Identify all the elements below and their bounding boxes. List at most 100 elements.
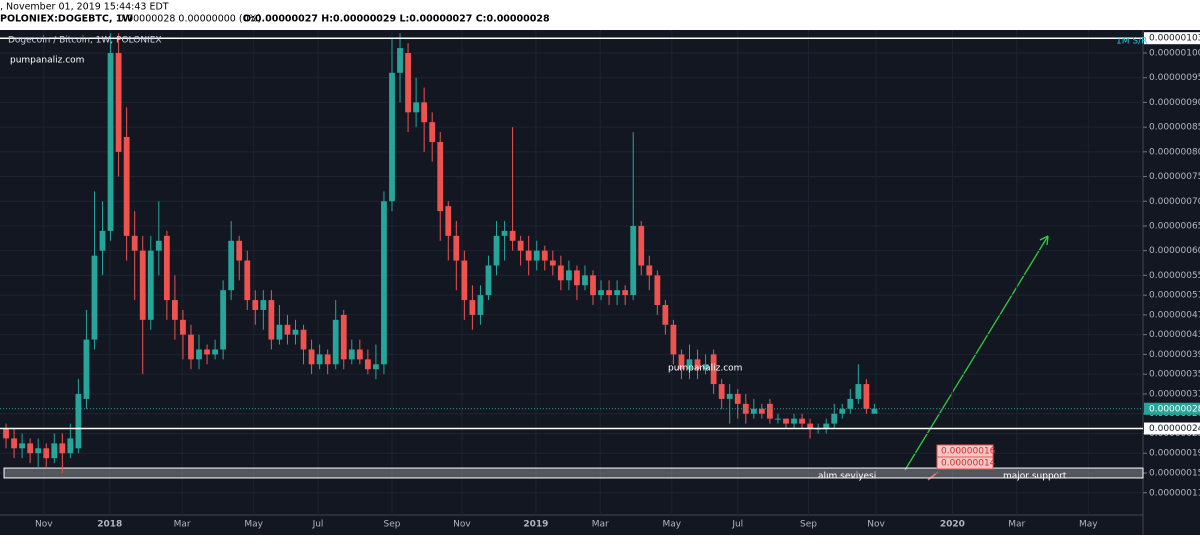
x-tick-label: 2018 [97, 520, 122, 530]
candle-body [622, 290, 629, 296]
candle-body [823, 423, 830, 429]
candle-body [461, 260, 468, 301]
candle-body [220, 290, 227, 350]
candle-body [123, 137, 130, 236]
candle-body [19, 443, 26, 449]
y-tick-label: 0.00000031 [1149, 389, 1200, 399]
y-tick-label: 0.00000065 [1149, 221, 1200, 231]
y-tick-label: 0.00000043 [1149, 330, 1200, 340]
level-label: 0.00000024 [1149, 424, 1200, 434]
candle-body [646, 265, 653, 276]
x-tick-label: 2020 [940, 520, 965, 530]
y-tick-label: 0.00000070 [1149, 197, 1200, 207]
candle-body [27, 443, 34, 454]
candle-body [469, 300, 476, 315]
candle-body [654, 275, 661, 306]
y-tick-label: 0.00000080 [1149, 147, 1200, 157]
candle-body [574, 270, 580, 286]
candle-body [525, 250, 532, 261]
level-label: 0.00000103 [1149, 34, 1200, 44]
candle-body [67, 438, 74, 454]
y-tick-label: 0.00000019 [1149, 449, 1200, 459]
candle-body [791, 418, 797, 424]
zone-label: 0.00000016 [941, 447, 996, 457]
candle-body [557, 265, 564, 281]
support-zone [3, 467, 1144, 479]
x-tick-label: Mar [174, 520, 191, 530]
candle-body [670, 324, 677, 355]
candle-body [260, 300, 267, 310]
candle-body [51, 443, 58, 459]
x-tick-label: May [663, 520, 682, 530]
x-tick-label: Jul [312, 520, 324, 530]
candle-body [549, 260, 556, 266]
candle-body [799, 418, 805, 424]
candle-body [196, 349, 202, 360]
candle-body [775, 418, 781, 420]
candle-body [252, 300, 259, 310]
y-tick-label: 0.00000055 [1149, 271, 1200, 281]
candle-body [582, 275, 588, 286]
x-tick-label: Sep [384, 520, 401, 530]
y-tick-label: 0.00000015 [1149, 469, 1200, 479]
candle-body [35, 448, 42, 454]
candle-body [276, 324, 283, 340]
candle-body [429, 122, 436, 142]
candle-body [284, 324, 291, 335]
candle-body [204, 349, 210, 355]
candle-body [188, 334, 194, 360]
candle-body [750, 408, 757, 414]
candle-body [590, 275, 596, 296]
candle-body [533, 250, 540, 261]
y-tick-label: 0.00000100 [1149, 49, 1200, 59]
symbol: POLONIEX:DOGEBTC, 1W [0, 14, 133, 25]
y-tick-label: 0.00000039 [1149, 350, 1200, 360]
watermark: pumpanaliz.com [668, 364, 742, 374]
candle-body [11, 438, 17, 449]
level-label-bg [1144, 422, 1200, 435]
candle-body [718, 384, 725, 399]
last-price-bg [1144, 402, 1200, 415]
candle-body [630, 225, 637, 296]
candle-body [228, 240, 235, 291]
x-tick-label: May [1079, 520, 1098, 530]
candle-body [598, 290, 604, 296]
zone-label-bg [936, 456, 994, 470]
candle-body [839, 408, 846, 414]
candle-body [742, 403, 749, 414]
x-tick-label: Nov [867, 520, 885, 530]
candle-body [726, 393, 733, 399]
zone-label: 0.00000014 [941, 459, 996, 469]
candle-body [662, 305, 669, 325]
candle-body [807, 423, 814, 429]
candle-body [847, 398, 854, 409]
candle-body [300, 329, 307, 350]
candle-body [131, 235, 138, 251]
candle-body [356, 349, 363, 360]
candle-body [501, 230, 508, 236]
candle-body [453, 235, 460, 261]
candle-body [91, 255, 98, 340]
candle-body [758, 408, 765, 414]
candle-body [855, 384, 862, 399]
candle-body [413, 102, 420, 113]
candle-body [268, 300, 275, 340]
candle-body [702, 364, 709, 370]
last-price-label: 0.00000028 [1149, 404, 1200, 414]
x-tick-label: Mar [592, 520, 609, 530]
candle-body [316, 354, 323, 365]
candle-body [99, 230, 106, 251]
candle-body [212, 349, 218, 355]
x-tick-label: Jul [731, 520, 743, 530]
arrow-head [1039, 235, 1049, 246]
candle-body [767, 403, 773, 419]
candle-body [381, 201, 387, 365]
candle-body [115, 53, 122, 152]
candle-body [236, 240, 243, 261]
candle-body [638, 225, 645, 266]
candle-body [437, 141, 444, 212]
candle-body [710, 354, 717, 385]
candle-body [163, 235, 170, 301]
candle-body [686, 359, 693, 370]
